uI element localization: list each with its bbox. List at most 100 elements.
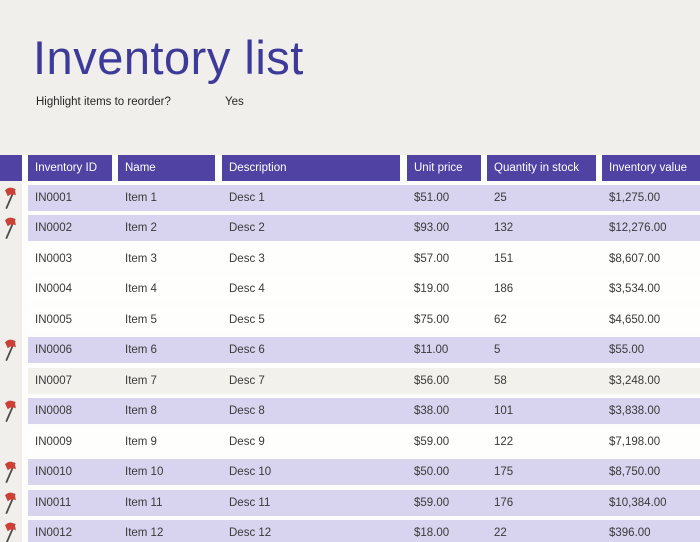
cell-name[interactable]: Item 11 <box>125 496 163 509</box>
cell-inventory-id[interactable]: IN0007 <box>35 374 73 387</box>
cell-inventory-value[interactable]: $8,750.00 <box>609 466 661 479</box>
header-inventory-value[interactable]: Inventory value <box>602 155 700 181</box>
cell-inventory-value[interactable]: $8,607.00 <box>609 252 661 265</box>
cell-unit-price[interactable]: $50.00 <box>414 466 450 479</box>
cell-description[interactable]: Desc 3 <box>229 252 265 265</box>
cell-description[interactable]: Desc 2 <box>229 222 265 235</box>
cell-quantity-in-stock[interactable]: 5 <box>494 344 501 357</box>
cell-name[interactable]: Item 8 <box>125 405 157 418</box>
cell-description[interactable]: Desc 4 <box>229 283 265 296</box>
cell-unit-price[interactable]: $75.00 <box>414 313 450 326</box>
table-row[interactable]: IN0002 Item 2 Desc 2 $93.00 132 $12,276.… <box>0 215 700 242</box>
cell-description[interactable]: Desc 9 <box>229 435 265 448</box>
cell-unit-price[interactable]: $11.00 <box>414 344 449 357</box>
cell-name[interactable]: Item 6 <box>125 344 157 357</box>
cell-description[interactable]: Desc 1 <box>229 192 265 204</box>
cell-inventory-value[interactable]: $3,248.00 <box>609 374 661 387</box>
cell-quantity-in-stock[interactable]: 25 <box>494 192 507 204</box>
cell-unit-price[interactable]: $59.00 <box>414 496 450 509</box>
cell-quantity-in-stock[interactable]: 62 <box>494 313 507 326</box>
cell-quantity-in-stock[interactable]: 101 <box>494 405 514 418</box>
table-row[interactable]: IN0007 Item 7 Desc 7 $56.00 58 $3,248.00 <box>0 367 700 394</box>
cell-inventory-id[interactable]: IN0004 <box>35 283 73 296</box>
cell-name[interactable]: Item 1 <box>125 192 157 204</box>
cell-description[interactable]: Desc 5 <box>229 313 265 326</box>
cell-inventory-id[interactable]: IN0003 <box>35 252 73 265</box>
cell-inventory-value[interactable]: $3,838.00 <box>609 405 661 418</box>
page-title: Inventory list <box>33 31 304 84</box>
cell-name[interactable]: Item 3 <box>125 252 157 265</box>
cell-unit-price[interactable]: $57.00 <box>414 252 450 265</box>
cell-inventory-id[interactable]: IN0011 <box>35 496 72 509</box>
cell-quantity-in-stock[interactable]: 58 <box>494 374 507 387</box>
cell-unit-price[interactable]: $51.00 <box>414 192 450 204</box>
cell-description[interactable]: Desc 7 <box>229 374 265 387</box>
cell-description[interactable]: Desc 8 <box>229 405 265 418</box>
cell-unit-price[interactable]: $19.00 <box>414 283 450 296</box>
cell-name[interactable]: Item 2 <box>125 222 157 235</box>
cell-inventory-id[interactable]: IN0006 <box>35 344 73 357</box>
cell-unit-price[interactable]: $18.00 <box>414 526 450 539</box>
cell-name[interactable]: Item 4 <box>125 283 157 296</box>
header-flag-column <box>0 155 22 181</box>
cell-quantity-in-stock[interactable]: 175 <box>494 466 514 479</box>
cell-inventory-id[interactable]: IN0008 <box>35 405 73 418</box>
cell-unit-price[interactable]: $56.00 <box>414 374 450 387</box>
cell-inventory-value[interactable]: $12,276.00 <box>609 222 667 235</box>
cell-quantity-in-stock[interactable]: 122 <box>494 435 514 448</box>
cell-name[interactable]: Item 12 <box>125 526 164 539</box>
row-background <box>28 245 700 272</box>
table-row[interactable]: IN0011 Item 11 Desc 11 $59.00 176 $10,38… <box>0 489 700 516</box>
row-background <box>28 519 700 542</box>
table-row[interactable]: IN0008 Item 8 Desc 8 $38.00 101 $3,838.0… <box>0 398 700 425</box>
table-row[interactable]: IN0010 Item 10 Desc 10 $50.00 175 $8,750… <box>0 459 700 486</box>
table-row[interactable]: IN0004 Item 4 Desc 4 $19.00 186 $3,534.0… <box>0 276 700 303</box>
table-row[interactable]: IN0012 Item 12 Desc 12 $18.00 22 $396.00 <box>0 519 700 542</box>
cell-description[interactable]: Desc 6 <box>229 344 265 357</box>
cell-quantity-in-stock[interactable]: 186 <box>494 283 514 296</box>
cell-inventory-id[interactable]: IN0005 <box>35 313 73 326</box>
reorder-toggle-value[interactable]: Yes <box>225 96 244 108</box>
table-row[interactable]: IN0009 Item 9 Desc 9 $59.00 122 $7,198.0… <box>0 428 700 455</box>
cell-quantity-in-stock[interactable]: 132 <box>494 222 514 235</box>
cell-quantity-in-stock[interactable]: 22 <box>494 526 507 539</box>
header-inventory-id[interactable]: Inventory ID <box>28 155 112 181</box>
table-row[interactable]: IN0006 Item 6 Desc 6 $11.00 5 $55.00 <box>0 337 700 364</box>
header-unit-price[interactable]: Unit price <box>407 155 481 181</box>
cell-unit-price[interactable]: $93.00 <box>414 222 450 235</box>
cell-name[interactable]: Item 10 <box>125 466 164 479</box>
red-flag-icon <box>2 339 20 362</box>
cell-inventory-value[interactable]: $10,384.00 <box>609 496 667 509</box>
row-background <box>28 489 700 516</box>
cell-name[interactable]: Item 9 <box>125 435 157 448</box>
cell-unit-price[interactable]: $38.00 <box>414 405 450 418</box>
table-row[interactable]: IN0003 Item 3 Desc 3 $57.00 151 $8,607.0… <box>0 245 700 272</box>
red-flag-icon <box>2 492 20 514</box>
cell-inventory-value[interactable]: $55.00 <box>609 344 645 357</box>
cell-inventory-value[interactable]: $3,534.00 <box>609 283 661 296</box>
cell-inventory-id[interactable]: IN0002 <box>35 222 73 235</box>
cell-inventory-value[interactable]: $7,198.00 <box>609 435 661 448</box>
header-name[interactable]: Name <box>118 155 215 181</box>
cell-inventory-id[interactable]: IN0001 <box>35 192 73 204</box>
cell-description[interactable]: Desc 10 <box>229 466 272 479</box>
cell-description[interactable]: Desc 11 <box>229 496 271 509</box>
cell-inventory-value[interactable]: $396.00 <box>609 526 651 539</box>
header-quantity-in-stock[interactable]: Quantity in stock <box>487 155 596 181</box>
cell-inventory-id[interactable]: IN0012 <box>35 526 73 539</box>
cell-name[interactable]: Item 7 <box>125 374 157 387</box>
table-row[interactable]: IN0005 Item 5 Desc 5 $75.00 62 $4,650.00 <box>0 306 700 333</box>
cell-inventory-value[interactable]: $1,275.00 <box>609 192 661 204</box>
cell-name[interactable]: Item 5 <box>125 313 157 326</box>
cell-quantity-in-stock[interactable]: 151 <box>494 252 514 265</box>
cell-inventory-value[interactable]: $4,650.00 <box>609 313 661 326</box>
cell-quantity-in-stock[interactable]: 176 <box>494 496 514 509</box>
table-row[interactable]: IN0001 Item 1 Desc 1 $51.00 25 $1,275.00 <box>0 185 700 211</box>
header-description[interactable]: Description <box>222 155 400 181</box>
cell-inventory-id[interactable]: IN0010 <box>35 466 73 479</box>
reorder-question-label: Highlight items to reorder? <box>36 96 171 108</box>
cell-unit-price[interactable]: $59.00 <box>414 435 450 448</box>
cell-description[interactable]: Desc 12 <box>229 526 272 539</box>
cell-inventory-id[interactable]: IN0009 <box>35 435 73 448</box>
red-flag-icon <box>2 187 20 209</box>
